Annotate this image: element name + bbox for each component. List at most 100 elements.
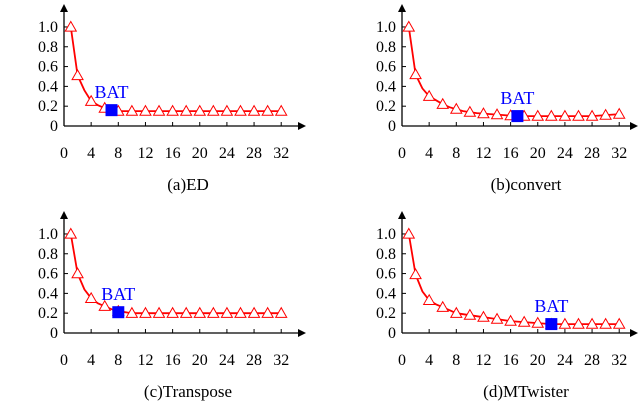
data-point-marker [64,227,78,239]
subplot-ed: 0 0.2 0.4 0.6 0.8 1.0 0 4 8 12 16 20 24 28 32 BAT (a)ED [38,4,306,194]
data-point-marker [436,300,450,312]
subplot-caption: (c)Transpose [144,382,232,401]
data-point-marker [166,306,179,318]
data-point-marker [84,94,98,106]
x-tick-label: 8 [452,145,460,162]
data-point-marker [206,306,220,318]
y-tick-label: 0.2 [38,98,58,115]
y-tick-label: 0.2 [376,98,396,115]
bat-point [545,318,558,331]
x-tick-label: 20 [530,352,546,369]
subplot-caption: (d)MTwister [483,382,569,401]
data-point-marker [139,306,152,318]
x-tick-label: 32 [611,145,627,162]
subplot-caption: (a)ED [167,175,209,194]
x-tick-label: 0 [60,352,68,369]
x-tick-label: 8 [452,352,460,369]
data-point-marker [179,104,193,116]
data-point-marker [544,109,558,121]
x-tick-label: 0 [398,145,406,162]
data-point-marker [220,306,234,318]
x-tick-label: 28 [246,145,262,162]
data-point-marker [125,104,139,116]
data-point-marker [64,20,78,32]
data-point-marker [193,306,207,318]
x-tick-label: 24 [219,352,235,369]
data-point-marker [572,109,585,121]
x-tick-label: 28 [246,352,262,369]
subplot-caption: (b)convert [491,175,562,194]
y-tick-label: 0 [388,118,396,135]
bat-label: BAT [95,82,129,102]
data-point-marker [585,317,599,329]
data-point-marker [139,104,152,116]
y-tick-label: 1.0 [38,19,58,36]
y-tick-label: 0.4 [38,285,58,302]
subplot-transpose: 0 0.2 0.4 0.6 0.8 1.0 0 4 8 12 16 20 24 28 32 BAT (c)Tra… [38,211,306,401]
x-tick-label: 12 [137,145,153,162]
x-tick-label: 24 [557,352,573,369]
data-point-marker [71,267,84,279]
data-point-marker [234,104,247,116]
data-point-marker [477,310,490,322]
bat-point [105,104,118,117]
y-tick-label: 0 [388,325,396,342]
y-tick-label: 0 [50,118,58,135]
x-tick-label: 4 [87,145,95,162]
data-point-marker [517,315,531,327]
x-tick-label: 28 [584,145,600,162]
y-tick-label: 0 [50,325,58,342]
x-tick-label: 20 [192,352,208,369]
data-point-marker [206,104,220,116]
data-point-marker [274,306,288,318]
x-tick-label: 4 [425,352,433,369]
data-point-marker [531,316,545,328]
data-point-marker [274,104,288,116]
data-point-marker [402,227,416,239]
x-tick-label: 16 [165,145,181,162]
data-point-marker [152,306,166,318]
y-tick-label: 1.0 [376,19,396,36]
y-tick-label: 0.6 [38,59,58,76]
data-point-marker [463,105,477,117]
x-tick-label: 12 [137,352,153,369]
data-point-marker [599,108,612,120]
bat-label: BAT [500,88,534,108]
data-point-marker [261,104,274,116]
x-tick-label: 4 [87,352,95,369]
y-tick-label: 1.0 [376,226,396,243]
data-point-marker [436,97,450,109]
data-point-marker [220,104,234,116]
data-point-marker [84,291,98,303]
data-point-marker [234,306,247,318]
data-point-marker [558,317,572,329]
data-point-marker [422,89,436,101]
x-tick-label: 8 [114,145,122,162]
y-tick-label: 0.4 [376,78,396,95]
y-tick-label: 1.0 [38,226,58,243]
data-point-marker [402,20,416,32]
x-tick-label: 24 [557,145,573,162]
data-point-marker [247,104,261,116]
data-point-marker [477,107,490,119]
data-point-marker [261,306,274,318]
x-tick-label: 8 [114,352,122,369]
y-tick-label: 0.2 [38,305,58,322]
data-point-marker [166,104,179,116]
y-tick-label: 0.6 [376,266,396,283]
bat-point [511,110,524,123]
data-point-marker [193,104,207,116]
x-tick-label: 24 [219,145,235,162]
data-point-marker [572,317,585,329]
data-point-marker [422,293,436,305]
data-point-marker [612,107,626,119]
y-tick-label: 0.8 [376,39,396,56]
y-tick-label: 0.2 [376,305,396,322]
data-point-marker [409,67,422,80]
data-point-marker [531,109,545,121]
x-tick-label: 12 [475,145,491,162]
y-tick-label: 0.6 [376,59,396,76]
y-tick-label: 0.4 [38,78,58,95]
x-tick-label: 0 [398,352,406,369]
x-tick-label: 16 [165,352,181,369]
